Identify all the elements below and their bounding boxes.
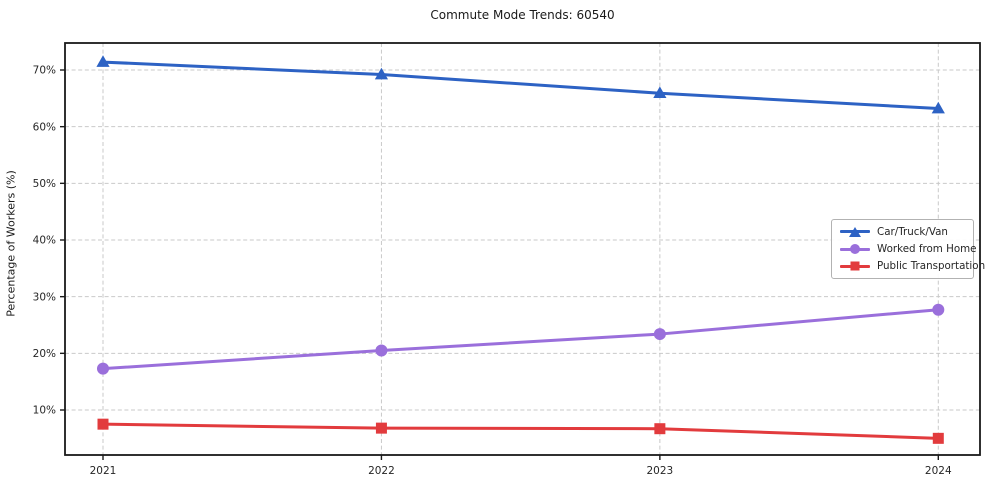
circle-marker-icon <box>840 243 870 256</box>
legend: Car/Truck/Van Worked from Home Public Tr… <box>831 219 985 279</box>
svg-text:30%: 30% <box>33 291 56 303</box>
svg-text:20%: 20% <box>33 348 56 360</box>
square-marker-icon <box>840 260 870 273</box>
svg-text:2023: 2023 <box>646 465 673 477</box>
legend-label: Worked from Home <box>877 243 977 255</box>
legend-entry-car-truck-van: Car/Truck/Van <box>832 225 973 238</box>
chart-title: Commute Mode Trends: 60540 <box>430 8 615 22</box>
svg-text:50%: 50% <box>33 178 56 190</box>
svg-text:10%: 10% <box>33 405 56 417</box>
legend-label: Car/Truck/Van <box>877 225 948 238</box>
legend-label: Public Transportation <box>877 260 986 273</box>
svg-text:60%: 60% <box>33 121 56 133</box>
legend-entry-public-transportation: Public Transportation <box>832 260 985 273</box>
legend-entry-worked-from-home: Worked from Home <box>832 243 977 256</box>
svg-text:2021: 2021 <box>90 465 117 477</box>
svg-text:2024: 2024 <box>925 465 952 477</box>
svg-text:40%: 40% <box>33 235 56 247</box>
svg-text:70%: 70% <box>33 65 56 77</box>
svg-text:2022: 2022 <box>368 465 395 477</box>
triangle-marker-icon <box>840 225 870 238</box>
